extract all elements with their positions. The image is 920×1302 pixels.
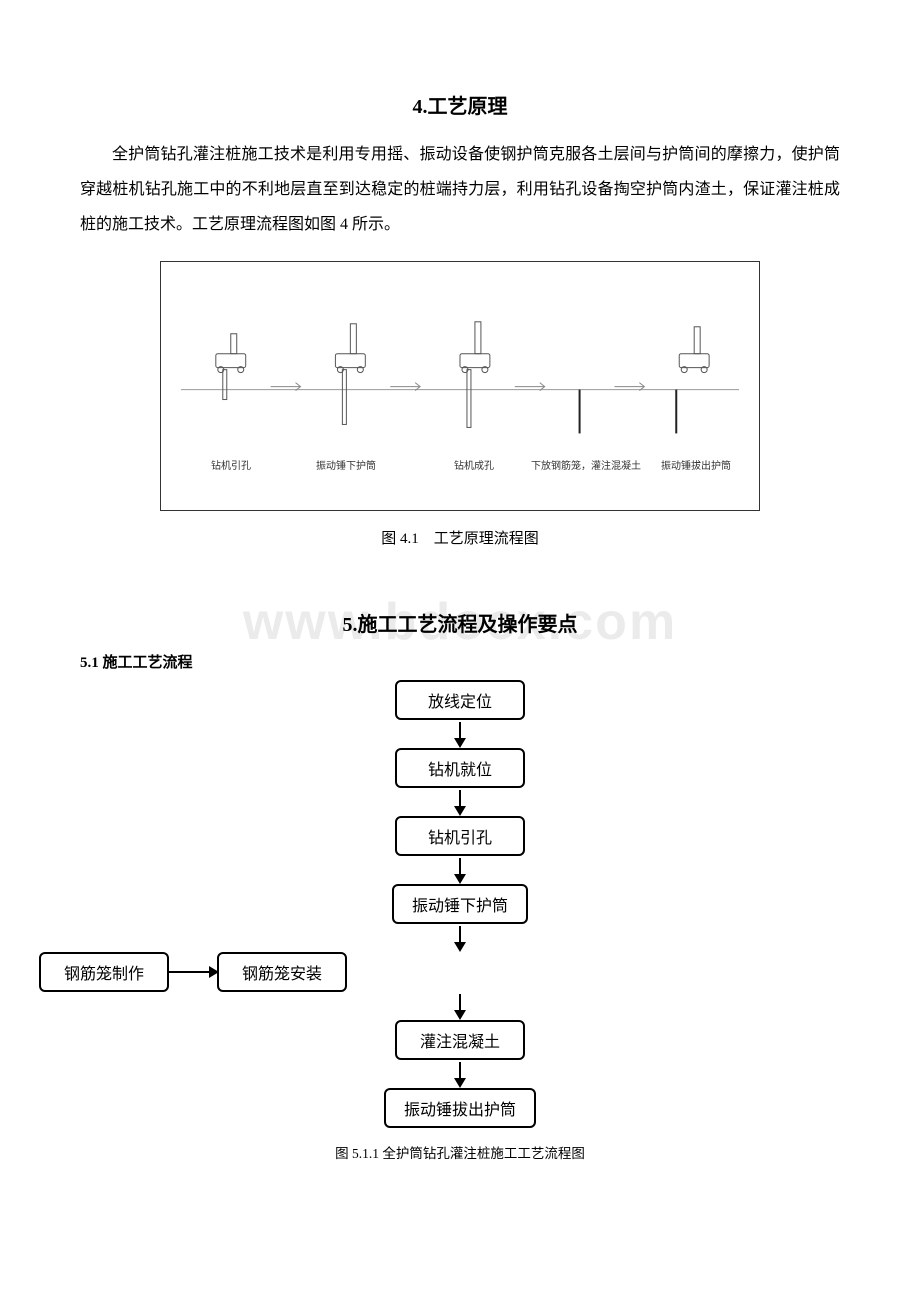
- heading5-num: 5.: [343, 614, 358, 636]
- figure4-caption: 图 4.1 工艺原理流程图: [80, 527, 840, 548]
- figure4-svg: [161, 262, 759, 511]
- flowchart-511: 放线定位 钻机就位 钻机引孔 振动锤下护筒 钢筋笼制作 钢筋笼安装 灌注混凝土 …: [80, 680, 840, 1128]
- heading4-num: 4.: [413, 96, 428, 118]
- flow-node-3: 钻机引孔: [395, 816, 525, 856]
- flow-node-5: 钢筋笼安装: [217, 952, 347, 992]
- section5-heading-wrap: www.bdocx.com 5.施工工艺流程及操作要点: [80, 608, 840, 637]
- fig4-step1-label: 钻机引孔: [176, 457, 286, 472]
- flow-node-6: 灌注混凝土: [395, 1020, 525, 1060]
- fig4-step2-label: 振动锤下护筒: [291, 457, 401, 472]
- heading4-text: 工艺原理: [428, 96, 508, 118]
- fig4-step3-label: 钻机成孔: [419, 457, 529, 472]
- fig4-step4-label: 下放钢筋笼，灌注混凝土: [526, 457, 646, 472]
- flow-side-arrow: [169, 971, 217, 973]
- flow-node-4: 振动锤下护筒: [392, 884, 528, 924]
- flow-side-node: 钢筋笼制作: [39, 952, 169, 992]
- flow-node-7: 振动锤拔出护筒: [384, 1088, 536, 1128]
- figure4-box: 钻机引孔 振动锤下护筒 钻机成孔 下放钢筋笼，灌注混凝土 振动锤拔出护筒: [160, 261, 760, 511]
- section4-heading: 4.工艺原理: [80, 90, 840, 119]
- flow-node-1: 放线定位: [395, 680, 525, 720]
- section5-subheading: 5.1 施工工艺流程: [80, 651, 840, 672]
- section5-heading: 5.施工工艺流程及操作要点: [80, 608, 840, 637]
- flow-node-2: 钻机就位: [395, 748, 525, 788]
- fig4-step5-label: 振动锤拔出护筒: [641, 457, 751, 472]
- flow-side-group: 钢筋笼制作 钢筋笼安装: [39, 952, 347, 992]
- section4-paragraph: 全护筒钻孔灌注桩施工技术是利用专用摇、振动设备使钢护筒克服各土层间与护筒间的摩擦…: [80, 137, 840, 243]
- figure4-caption-prefix: 图 4.1: [381, 531, 419, 547]
- flowchart-caption: 图 5.1.1 全护筒钻孔灌注桩施工工艺流程图: [80, 1142, 840, 1162]
- figure4-caption-text: 工艺原理流程图: [434, 531, 539, 547]
- heading5-text: 施工工艺流程及操作要点: [358, 614, 578, 636]
